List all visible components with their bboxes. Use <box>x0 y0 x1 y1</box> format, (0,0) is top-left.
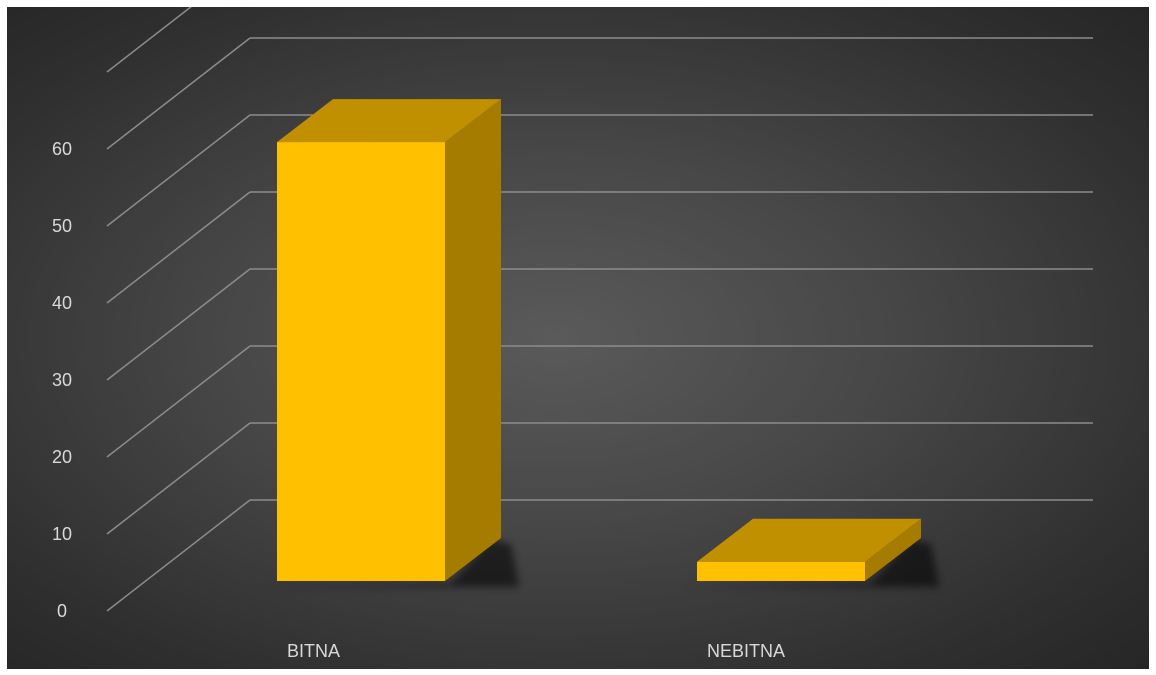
bar-shadow <box>259 540 519 587</box>
column-chart-3d: 0 10 20 30 40 50 60 BITNA NEBITNA <box>52 7 1093 661</box>
bar-side-face <box>865 518 921 581</box>
gridline-side <box>106 114 251 227</box>
x-category-label: NEBITNA <box>707 641 785 661</box>
bar-front-face <box>277 142 445 581</box>
gridline-side <box>106 499 251 612</box>
y-tick-label: 20 <box>52 447 72 467</box>
gridline-side <box>106 191 251 304</box>
gridline-side <box>106 345 251 458</box>
chart-panel: 0 10 20 30 40 50 60 BITNA NEBITNA <box>7 7 1149 669</box>
y-tick-label: 40 <box>52 293 72 313</box>
x-axis-category-labels: BITNA NEBITNA <box>287 641 785 661</box>
bar-shadow <box>679 540 939 587</box>
bar-bitna <box>259 99 519 587</box>
gridlines <box>106 7 1093 612</box>
gridline-side <box>106 268 251 381</box>
y-tick-label: 60 <box>52 139 72 159</box>
bar-front-face <box>697 561 865 581</box>
gridline-side <box>106 7 192 73</box>
gridline-side <box>106 422 251 535</box>
bars <box>259 99 939 587</box>
bar-top-face <box>277 99 501 143</box>
bar-side-face <box>445 99 501 581</box>
y-tick-label: 50 <box>52 216 72 236</box>
y-tick-label: 10 <box>52 524 72 544</box>
x-category-label: BITNA <box>287 641 340 661</box>
y-tick-label: 30 <box>52 370 72 390</box>
gridline-side <box>106 37 251 150</box>
bar-top-face <box>697 518 921 562</box>
y-tick-label: 0 <box>57 601 67 621</box>
y-axis-tick-labels: 0 10 20 30 40 50 60 <box>52 139 72 621</box>
bar-nebitna <box>679 518 939 587</box>
